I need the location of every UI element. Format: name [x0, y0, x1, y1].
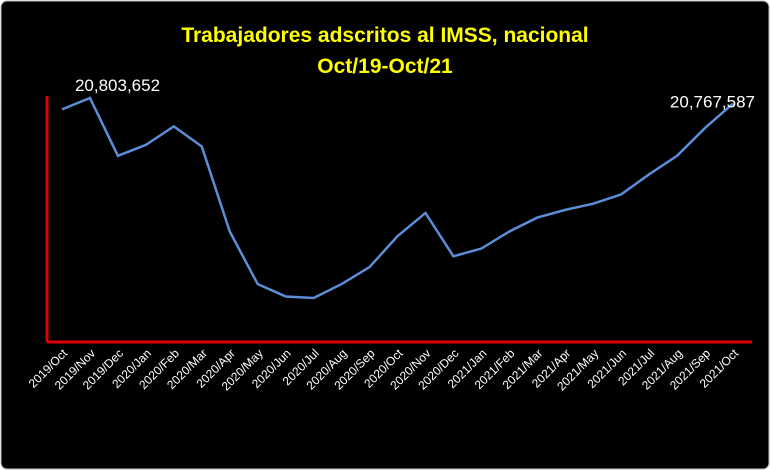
- chart-subtitle: Oct/19-Oct/21: [317, 55, 453, 78]
- series-line: [61, 96, 734, 300]
- chart-title: Trabajadores adscritos al IMSS, nacional: [181, 24, 588, 47]
- data-label: 20,767,587: [670, 93, 755, 112]
- data-label: 20,803,652: [75, 76, 160, 95]
